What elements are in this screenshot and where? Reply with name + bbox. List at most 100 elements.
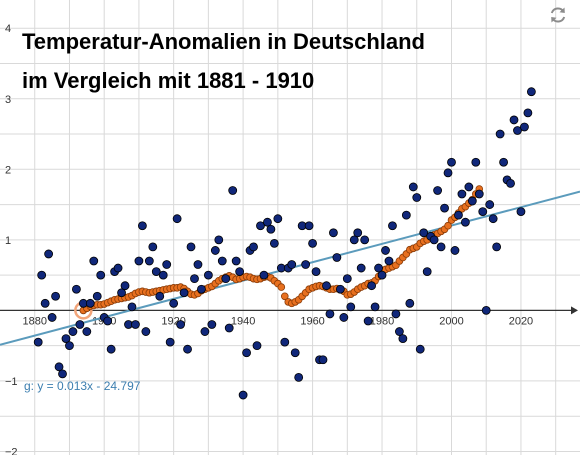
data-point[interactable] — [415, 344, 425, 354]
data-point[interactable] — [335, 284, 345, 294]
data-point[interactable] — [499, 157, 508, 167]
data-point[interactable] — [342, 274, 352, 284]
data-point[interactable] — [436, 242, 446, 252]
data-point[interactable] — [186, 242, 196, 252]
data-point[interactable] — [40, 298, 50, 308]
data-point[interactable] — [464, 182, 474, 192]
data-point[interactable] — [96, 270, 106, 280]
data-point[interactable] — [395, 327, 404, 336]
data-point[interactable] — [217, 256, 227, 266]
data-point[interactable] — [349, 235, 359, 245]
smoothed-point[interactable] — [444, 221, 452, 230]
data-point[interactable] — [207, 320, 217, 329]
data-point[interactable] — [33, 337, 43, 347]
data-point[interactable] — [332, 253, 342, 262]
data-point[interactable] — [235, 267, 245, 276]
data-point[interactable] — [148, 242, 158, 252]
data-point[interactable] — [183, 344, 192, 354]
data-point[interactable] — [228, 186, 238, 195]
data-point[interactable] — [304, 221, 314, 231]
data-point[interactable] — [440, 203, 449, 213]
data-point[interactable] — [471, 157, 481, 167]
data-point[interactable] — [485, 200, 495, 209]
data-point[interactable] — [54, 362, 64, 372]
data-point[interactable] — [238, 390, 248, 400]
data-point[interactable] — [419, 228, 429, 238]
data-point[interactable] — [523, 108, 533, 118]
data-point[interactable] — [290, 348, 300, 358]
data-point[interactable] — [269, 238, 279, 248]
data-point[interactable] — [89, 256, 99, 266]
data-point[interactable] — [516, 207, 526, 217]
data-point[interactable] — [506, 179, 515, 188]
data-point[interactable] — [210, 246, 220, 255]
data-point[interactable] — [266, 224, 276, 234]
data-point[interactable] — [318, 355, 328, 365]
data-point[interactable] — [384, 256, 394, 266]
smoothed-point[interactable] — [280, 292, 289, 301]
data-point[interactable] — [363, 316, 373, 326]
data-point[interactable] — [381, 246, 390, 255]
data-point[interactable] — [58, 369, 67, 379]
data-point[interactable] — [280, 337, 290, 347]
data-point[interactable] — [509, 115, 519, 125]
data-point[interactable] — [353, 228, 363, 238]
data-point[interactable] — [495, 129, 505, 139]
data-point[interactable] — [169, 298, 179, 308]
refresh-icon[interactable] — [547, 4, 569, 26]
data-point[interactable] — [134, 256, 144, 266]
data-point[interactable] — [155, 291, 165, 301]
data-point[interactable] — [75, 320, 85, 329]
data-point[interactable] — [179, 288, 189, 298]
data-point[interactable] — [259, 270, 269, 280]
data-point[interactable] — [388, 221, 397, 231]
data-point[interactable] — [92, 291, 102, 301]
data-point[interactable] — [263, 217, 272, 227]
data-point[interactable] — [520, 122, 529, 132]
data-point[interactable] — [325, 309, 335, 319]
data-point[interactable] — [429, 235, 439, 245]
data-point[interactable] — [103, 316, 113, 326]
data-point[interactable] — [231, 256, 241, 266]
data-point[interactable] — [401, 210, 411, 220]
data-point[interactable] — [513, 126, 522, 135]
data-point[interactable] — [454, 210, 463, 220]
data-point[interactable] — [141, 327, 151, 336]
data-point[interactable] — [68, 327, 78, 336]
data-point[interactable] — [165, 337, 175, 347]
data-point[interactable] — [481, 305, 491, 315]
data-point[interactable] — [356, 263, 366, 273]
data-point[interactable] — [322, 281, 331, 291]
data-point[interactable] — [287, 260, 297, 269]
data-point[interactable] — [224, 323, 234, 333]
data-point[interactable] — [488, 214, 498, 224]
data-point[interactable] — [408, 182, 418, 192]
data-point[interactable] — [117, 288, 126, 298]
data-point[interactable] — [242, 348, 251, 358]
data-point[interactable] — [158, 270, 168, 280]
data-point[interactable] — [203, 270, 213, 280]
data-point[interactable] — [377, 270, 387, 280]
data-point[interactable] — [294, 373, 304, 382]
data-point[interactable] — [127, 302, 137, 312]
data-point[interactable] — [450, 246, 460, 255]
data-point[interactable] — [311, 267, 321, 276]
data-point[interactable] — [422, 267, 432, 276]
data-point[interactable] — [329, 228, 338, 238]
data-point[interactable] — [447, 157, 456, 167]
data-point[interactable] — [82, 327, 92, 336]
data-point[interactable] — [249, 242, 258, 252]
data-point[interactable] — [374, 263, 383, 273]
data-point[interactable] — [474, 189, 484, 199]
data-point[interactable] — [120, 281, 130, 291]
data-point[interactable] — [144, 256, 154, 266]
data-point[interactable] — [131, 320, 140, 329]
data-point[interactable] — [467, 196, 477, 206]
data-point[interactable] — [443, 168, 453, 178]
data-point[interactable] — [460, 217, 470, 227]
data-point[interactable] — [113, 263, 123, 273]
data-point[interactable] — [151, 267, 161, 276]
data-point[interactable] — [200, 327, 210, 336]
data-point[interactable] — [360, 235, 370, 245]
data-point[interactable] — [339, 313, 349, 322]
